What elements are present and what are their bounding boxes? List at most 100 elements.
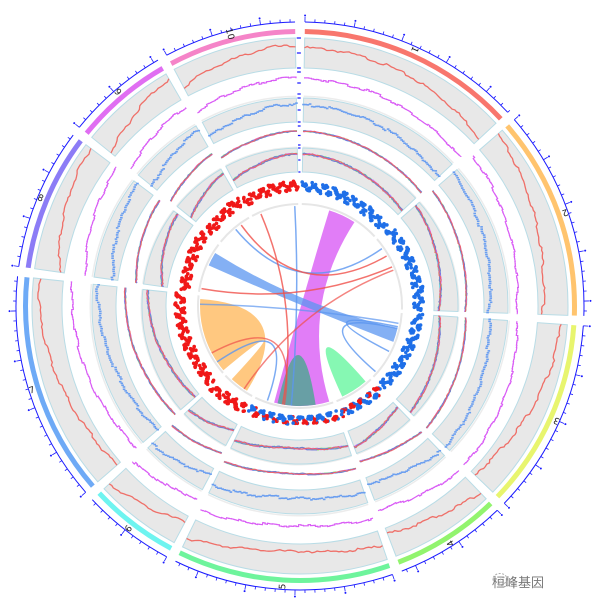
- scatter-point: [313, 182, 318, 187]
- data-point: [405, 143, 408, 145]
- axis-tick-dot: [258, 17, 261, 20]
- data-point: [485, 354, 489, 356]
- sector-band: [22, 277, 95, 488]
- data-point: [209, 473, 212, 475]
- data-point: [140, 412, 144, 414]
- data-point: [463, 419, 467, 421]
- data-point: [481, 232, 484, 235]
- data-point: [348, 494, 351, 497]
- data-point: [219, 487, 223, 490]
- link-ring-segment: [251, 203, 299, 217]
- data-point: [131, 190, 135, 193]
- scatter-point: [288, 188, 292, 192]
- data-point: [112, 266, 116, 269]
- axis-tick: [401, 36, 404, 42]
- data-point: [175, 150, 178, 153]
- scatter-point: [177, 333, 182, 338]
- data-point: [486, 309, 490, 312]
- axis-tick: [540, 456, 544, 459]
- scatter-point: [201, 369, 205, 374]
- data-point: [408, 467, 411, 469]
- axis-tick: [103, 95, 107, 99]
- data-point: [151, 442, 154, 445]
- data-point: [363, 116, 367, 119]
- axis-tick: [59, 460, 63, 463]
- axis-tick: [529, 472, 533, 476]
- data-point: [406, 469, 410, 471]
- data-point: [275, 103, 278, 106]
- series-line: [37, 278, 118, 466]
- data-point: [476, 218, 479, 221]
- scatter-point: [231, 210, 235, 215]
- data-point: [386, 128, 390, 130]
- data-point: [413, 149, 417, 151]
- data-point: [224, 125, 228, 127]
- scatter-point: [193, 354, 198, 359]
- track-cell: [400, 201, 459, 313]
- series-line: [302, 153, 403, 212]
- series-line: [409, 315, 442, 413]
- data-point: [156, 176, 160, 179]
- scatter-point: [173, 301, 178, 305]
- scatter-point: [306, 416, 310, 421]
- data-point: [117, 223, 121, 225]
- data-point: [112, 259, 115, 262]
- series-line: [233, 152, 298, 182]
- data-point: [488, 303, 491, 306]
- data-point: [344, 111, 348, 114]
- axis-tick: [363, 582, 365, 586]
- series-line: [220, 130, 297, 158]
- sector-axis-line: [15, 276, 87, 493]
- data-point: [245, 492, 248, 494]
- data-point: [112, 246, 116, 249]
- track-cell: [470, 322, 568, 493]
- track-cell: [201, 97, 298, 145]
- scatter-point: [246, 197, 250, 202]
- data-point: [337, 495, 341, 498]
- data-point: [476, 220, 480, 223]
- series-line: [415, 204, 443, 312]
- scatter-point: [403, 257, 408, 261]
- axis-tick: [225, 580, 227, 584]
- data-point: [168, 456, 172, 458]
- scatter-point: [372, 387, 376, 391]
- data-point: [245, 114, 249, 116]
- scatter-point: [405, 356, 410, 361]
- link-line: [211, 337, 288, 405]
- data-point: [422, 461, 426, 464]
- sector-label: 9: [111, 87, 123, 98]
- data-point: [192, 468, 196, 470]
- link-line: [290, 206, 298, 406]
- axis-tick: [437, 54, 440, 58]
- axis-tick: [178, 563, 181, 567]
- data-point: [127, 201, 131, 203]
- data-point: [133, 401, 137, 404]
- step-line: [131, 461, 198, 500]
- axis-tick: [41, 179, 45, 182]
- step-line: [200, 509, 374, 528]
- data-point: [434, 454, 437, 457]
- scatter-point: [413, 295, 417, 300]
- data-point: [129, 194, 132, 196]
- data-point: [388, 475, 392, 478]
- sector-axis-line: [175, 560, 393, 591]
- data-point: [454, 431, 457, 433]
- axis-tick: [39, 425, 43, 428]
- axis-tick-dot: [108, 85, 111, 88]
- data-point: [270, 105, 274, 108]
- link-ribbon: [200, 299, 266, 391]
- series-line: [431, 190, 468, 313]
- data-point: [104, 344, 108, 347]
- scatter-point: [410, 347, 415, 352]
- scatter-point: [198, 245, 203, 249]
- data-point: [111, 365, 114, 368]
- axis-tick-dot: [448, 55, 451, 58]
- axis-tick: [517, 488, 521, 491]
- data-point: [152, 423, 156, 426]
- axis-tick-dot: [22, 215, 25, 218]
- track-cell: [365, 437, 446, 501]
- axis-tick: [239, 25, 242, 29]
- data-point: [330, 107, 333, 109]
- data-point: [457, 428, 460, 430]
- data-point: [473, 397, 476, 399]
